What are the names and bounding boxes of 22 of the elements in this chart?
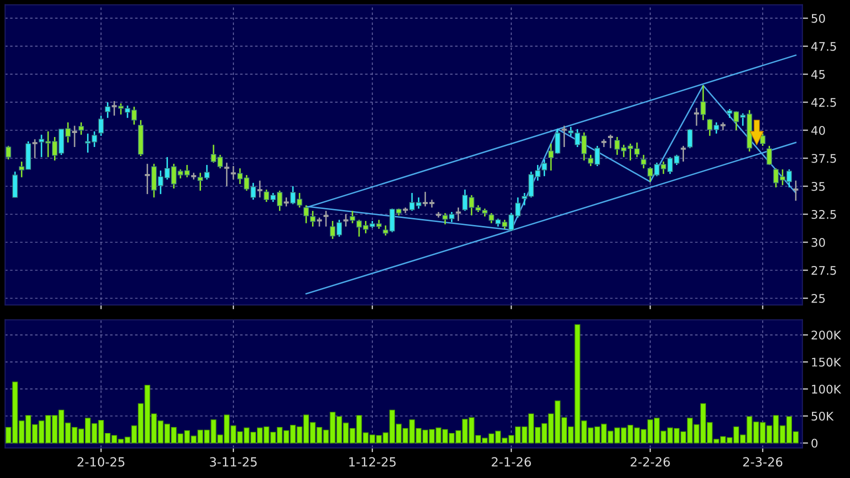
y-tick-label: 50K bbox=[812, 412, 834, 421]
x-tick-label: 2-2-26 bbox=[630, 457, 670, 467]
y-tick-label: 50 bbox=[812, 14, 825, 23]
y-tick-label: 200K bbox=[812, 330, 842, 340]
x-tick-label: 1-12-25 bbox=[349, 457, 396, 467]
y-tick-label: 0 bbox=[812, 438, 818, 448]
y-tick-label: 42.5 bbox=[811, 98, 836, 107]
y-tick-label: 100K bbox=[812, 384, 842, 394]
y-tick-label: 150K bbox=[812, 358, 842, 367]
y-tick-label: 25 bbox=[812, 294, 825, 303]
y-tick-label: 40 bbox=[811, 126, 825, 135]
y-tick-label: 35 bbox=[812, 182, 825, 191]
y-tick-label: 47.5 bbox=[811, 42, 836, 51]
y-tick-label: 45 bbox=[811, 70, 825, 79]
y-tick-label: 37.5 bbox=[812, 154, 836, 163]
y-tick-label: 32.5 bbox=[812, 210, 836, 219]
y-tick-label: 30 bbox=[812, 238, 825, 247]
x-tick-label: 3-11-25 bbox=[210, 457, 257, 467]
x-tick-label: 2-3-26 bbox=[743, 457, 782, 467]
x-tick-label: 2-10-25 bbox=[78, 457, 124, 467]
x-tick-label: 2-1-26 bbox=[492, 457, 531, 467]
y-tick-label: 27.5 bbox=[812, 266, 836, 275]
